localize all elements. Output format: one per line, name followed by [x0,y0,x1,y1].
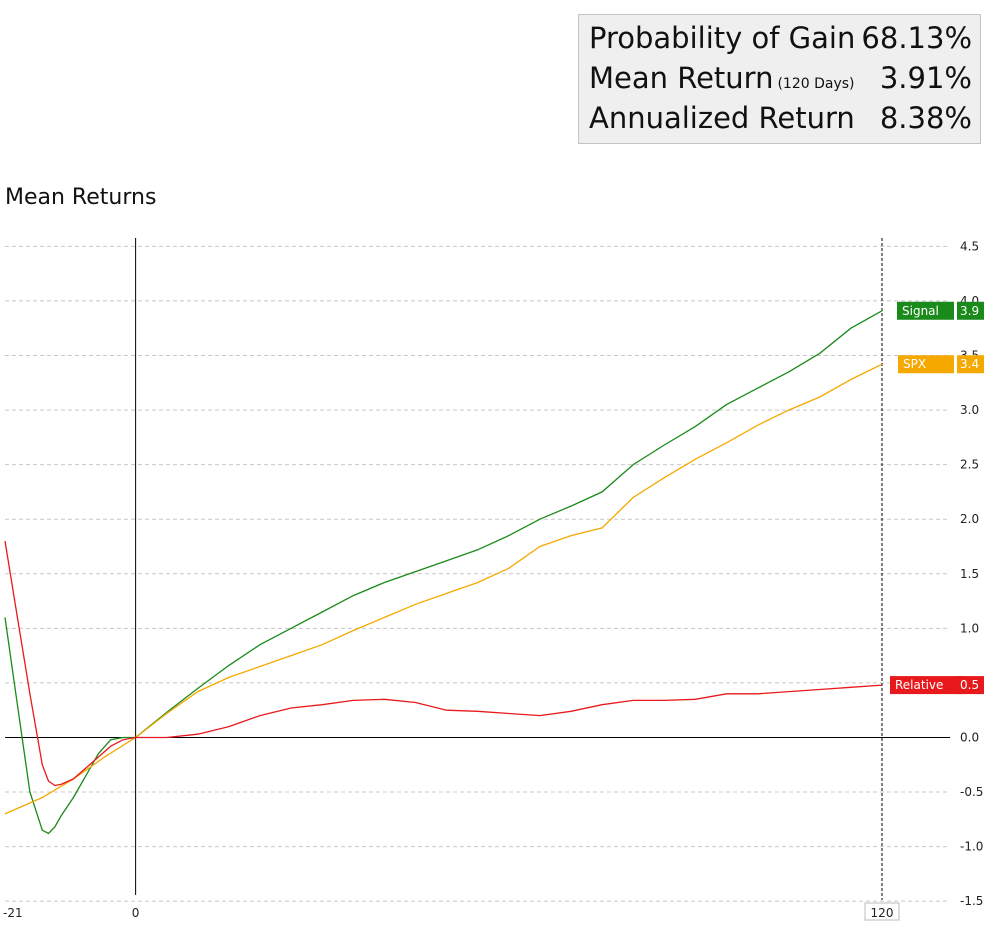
stat-label: Mean Return (120 Days) [589,61,855,95]
y-tick-label: 4.5 [960,239,979,253]
y-tick-label: 2.0 [960,512,979,526]
series-tag-signal [897,301,954,320]
stat-row-mean-return: Mean Return (120 Days) 3.91% [589,61,972,101]
series-value-tag-spx [957,355,984,374]
y-tick-label: 0.0 [960,730,979,744]
series-tag-name: Signal [902,304,939,318]
stat-row-probability: Probability of Gain 68.13% [589,21,972,61]
stat-label: Annualized Return [589,101,855,135]
chart-title: Mean Returns [5,185,157,210]
series-tag-spx [898,355,954,374]
x-tick-label: 120 [871,906,894,920]
x-tick-box [864,902,900,921]
y-tick-label: 1.5 [960,567,979,581]
series-line-spx [4,363,883,815]
stat-label-text: Probability of Gain [589,21,856,55]
series-tag-name: SPX [903,357,926,371]
stats-panel: Probability of Gain 68.13% Mean Return (1… [578,14,981,144]
series-line-relative [4,540,883,787]
y-tick-label: -1.0 [960,840,983,854]
stat-value: 8.38% [879,101,972,135]
x-tick-label: 0 [132,906,140,920]
y-tick-label: 1.0 [960,621,979,635]
series-value-tag-signal [957,301,984,320]
series-value-label: 3.9 [960,304,979,318]
y-tick-label: -0.5 [960,785,983,799]
series-value-label: 0.5 [960,678,979,692]
stat-label-text: Annualized Return [589,101,855,135]
stat-note: (120 Days) [777,76,855,92]
stat-label-text: Mean Return [589,61,774,95]
series-tag-relative [890,676,962,695]
y-tick-label: -1.5 [960,894,983,908]
series-value-label: 3.4 [960,357,979,371]
series-value-tag-relative [957,676,984,695]
stat-value: 68.13% [861,21,972,55]
x-tick-label: -21 [3,906,23,920]
stat-row-annualized: Annualized Return 8.38% [589,101,972,141]
series-tag-name: Relative [895,678,943,692]
y-tick-label: 3.0 [960,403,979,417]
y-tick-label: 2.5 [960,458,979,472]
stat-value: 3.91% [879,61,972,95]
series-line-signal [4,310,883,835]
mean-returns-chart: -1.5-1.0-0.50.00.51.01.52.02.53.03.54.04… [3,238,984,921]
stat-label: Probability of Gain [589,21,855,55]
